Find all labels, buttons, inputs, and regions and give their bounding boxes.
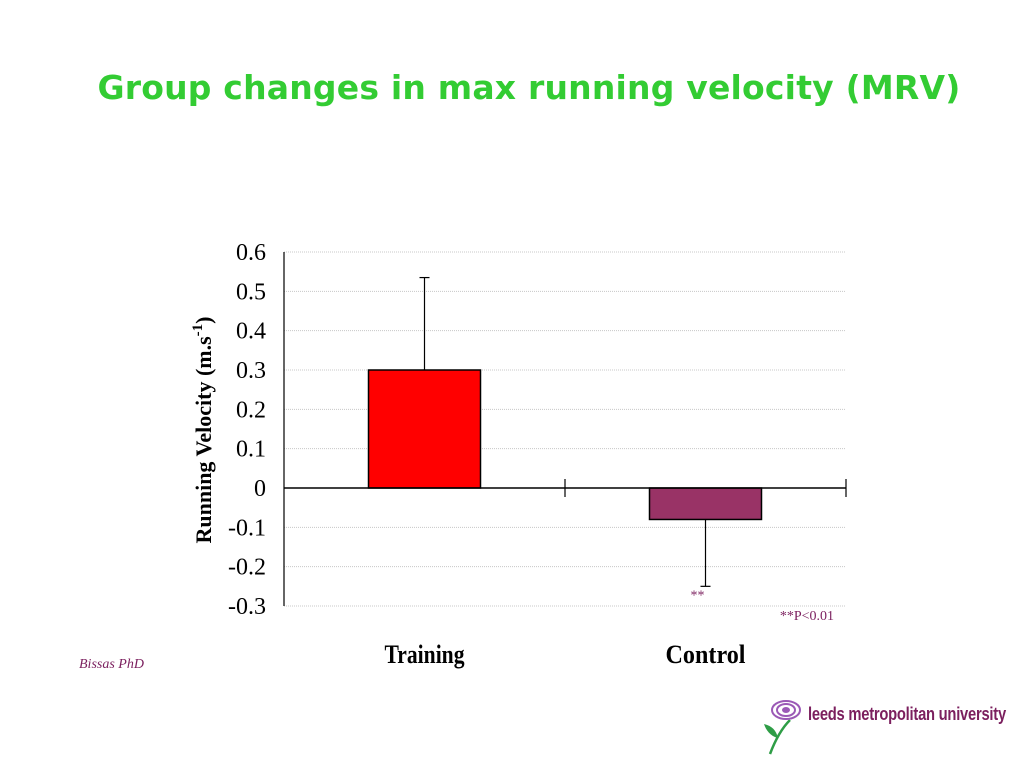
significance-marker: **	[691, 588, 705, 603]
significance-note: **P<0.01	[780, 609, 834, 624]
y-axis-title-main: Running Velocity (m.s	[191, 336, 216, 544]
y-tick-label: 0.6	[236, 240, 266, 266]
annotations: ** **P<0.01	[691, 588, 835, 624]
y-axis-title-sup: -1	[190, 324, 206, 337]
bars	[367, 369, 763, 521]
y-tick-label: 0.5	[236, 279, 266, 305]
university-logo: leeds metropolitan university	[760, 694, 1020, 758]
y-tick-label: 0	[254, 476, 266, 502]
y-tick-labels: 0.6 0.5 0.4 0.3 0.2 0.1 0 -0.1 -0.2 -0.3	[228, 240, 266, 620]
bar-training	[367, 369, 482, 489]
y-tick-label: 0.1	[236, 437, 266, 463]
author-credit: Bissas PhD	[79, 657, 144, 672]
category-label: Control	[666, 640, 746, 669]
y-tick-label: -0.3	[228, 594, 266, 620]
rose-icon	[764, 700, 801, 755]
y-axis-title: Running Velocity (m.s-1)	[190, 316, 216, 543]
logo-text: leeds metropolitan university	[808, 704, 1006, 724]
y-axis-title-close: )	[191, 316, 216, 323]
y-tick-label: 0.2	[236, 397, 266, 423]
category-labels: Training Control	[385, 640, 746, 669]
bar-control	[648, 487, 763, 521]
axes	[283, 252, 847, 606]
y-tick-label: -0.1	[228, 515, 266, 541]
slide-title: Group changes in max running velocity (M…	[97, 68, 961, 107]
y-tick-label: 0.3	[236, 358, 266, 384]
error-bars	[419, 276, 711, 587]
y-tick-label: 0.4	[236, 319, 266, 345]
gridlines	[284, 251, 846, 607]
category-label: Training	[385, 640, 465, 669]
y-tick-label: -0.2	[228, 555, 266, 581]
